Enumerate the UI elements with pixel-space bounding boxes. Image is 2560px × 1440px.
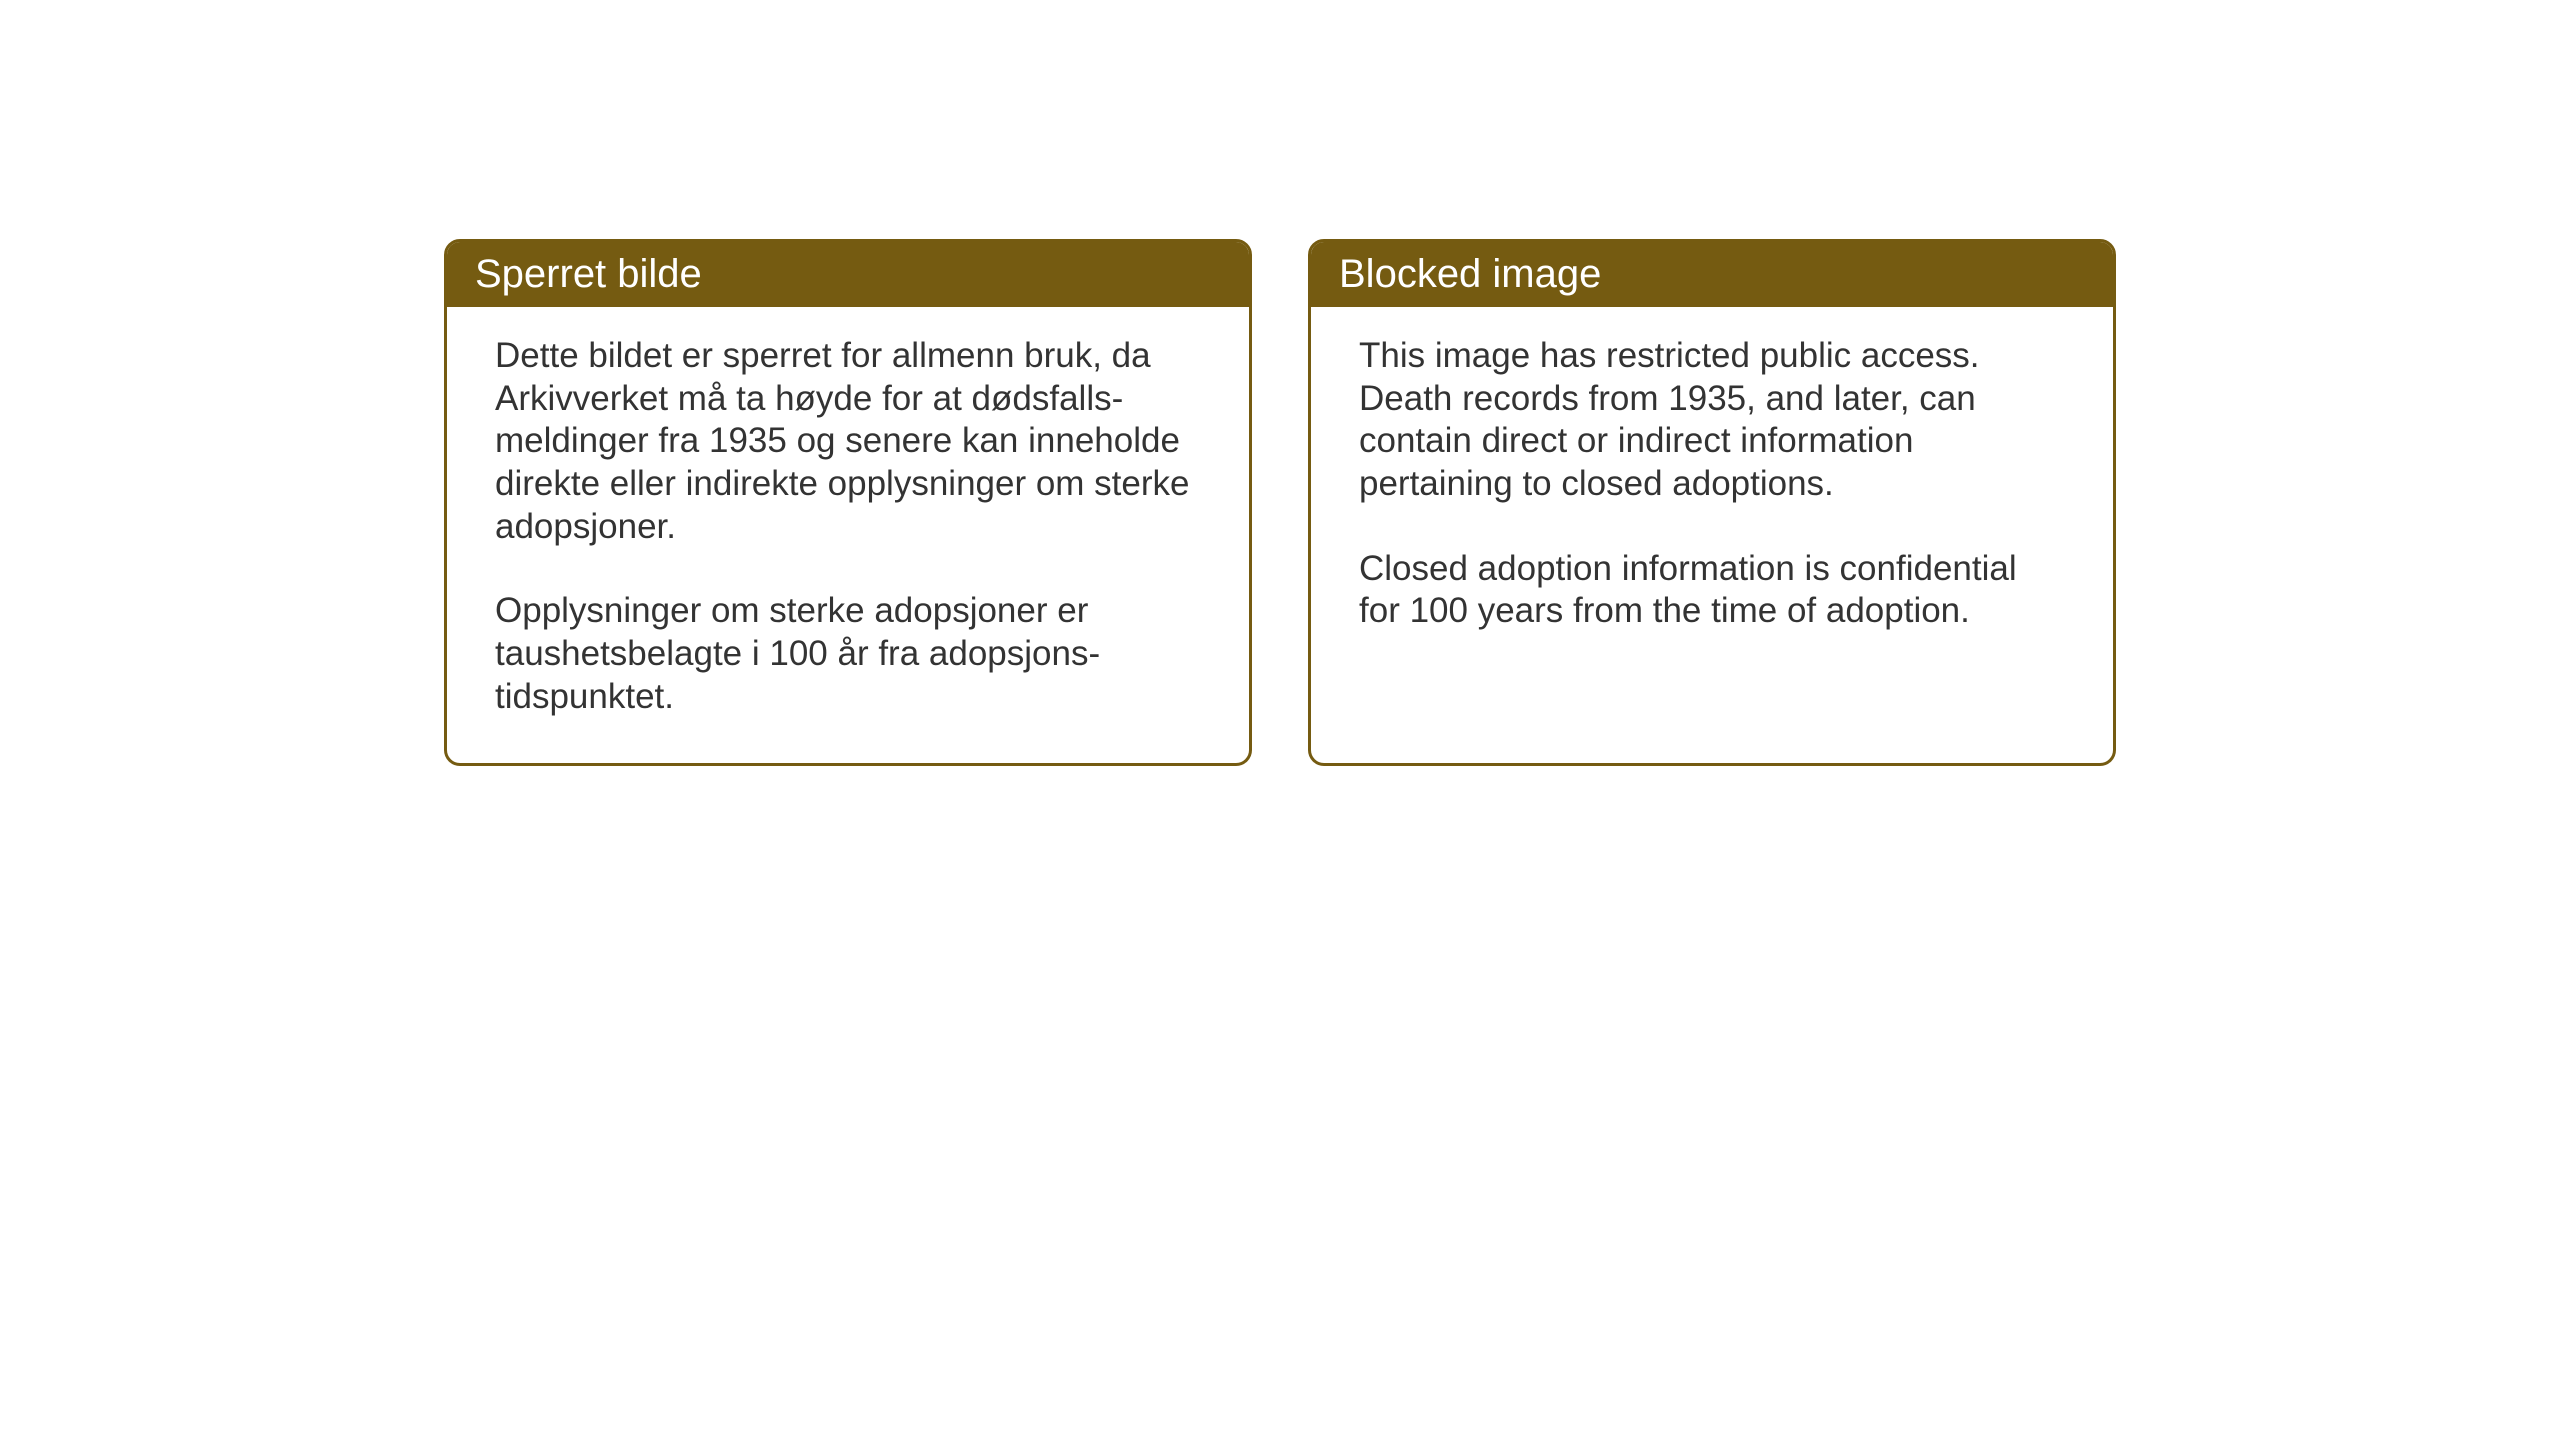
card-paragraph-2-norwegian: Opplysninger om sterke adopsjoner er tau… bbox=[495, 590, 1201, 718]
card-paragraph-2-english: Closed adoption information is confident… bbox=[1359, 548, 2065, 633]
card-title-norwegian: Sperret bilde bbox=[475, 252, 702, 296]
notice-cards-container: Sperret bilde Dette bildet er sperret fo… bbox=[444, 239, 2116, 766]
card-paragraph-1-norwegian: Dette bildet er sperret for allmenn bruk… bbox=[495, 335, 1201, 548]
notice-card-english: Blocked image This image has restricted … bbox=[1308, 239, 2116, 766]
notice-card-norwegian: Sperret bilde Dette bildet er sperret fo… bbox=[444, 239, 1252, 766]
card-body-english: This image has restricted public access.… bbox=[1311, 307, 2113, 677]
card-body-norwegian: Dette bildet er sperret for allmenn bruk… bbox=[447, 307, 1249, 763]
card-title-english: Blocked image bbox=[1339, 252, 1601, 296]
card-paragraph-1-english: This image has restricted public access.… bbox=[1359, 335, 2065, 506]
card-header-norwegian: Sperret bilde bbox=[447, 242, 1249, 307]
card-header-english: Blocked image bbox=[1311, 242, 2113, 307]
